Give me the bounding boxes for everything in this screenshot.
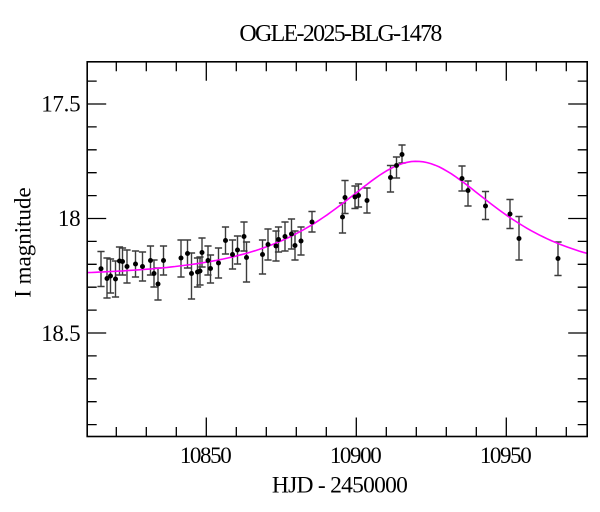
svg-text:10900: 10900	[330, 443, 381, 468]
svg-text:10850: 10850	[180, 443, 231, 468]
svg-text:18.5: 18.5	[41, 321, 80, 346]
svg-text:10950: 10950	[480, 443, 531, 468]
svg-text:OGLE-2025-BLG-1478: OGLE-2025-BLG-1478	[239, 21, 442, 47]
svg-text:17.5: 17.5	[41, 92, 80, 117]
svg-text:18: 18	[58, 206, 80, 231]
svg-text:HJD - 2450000: HJD - 2450000	[272, 473, 407, 499]
svg-text:I magnitude: I magnitude	[11, 187, 36, 298]
